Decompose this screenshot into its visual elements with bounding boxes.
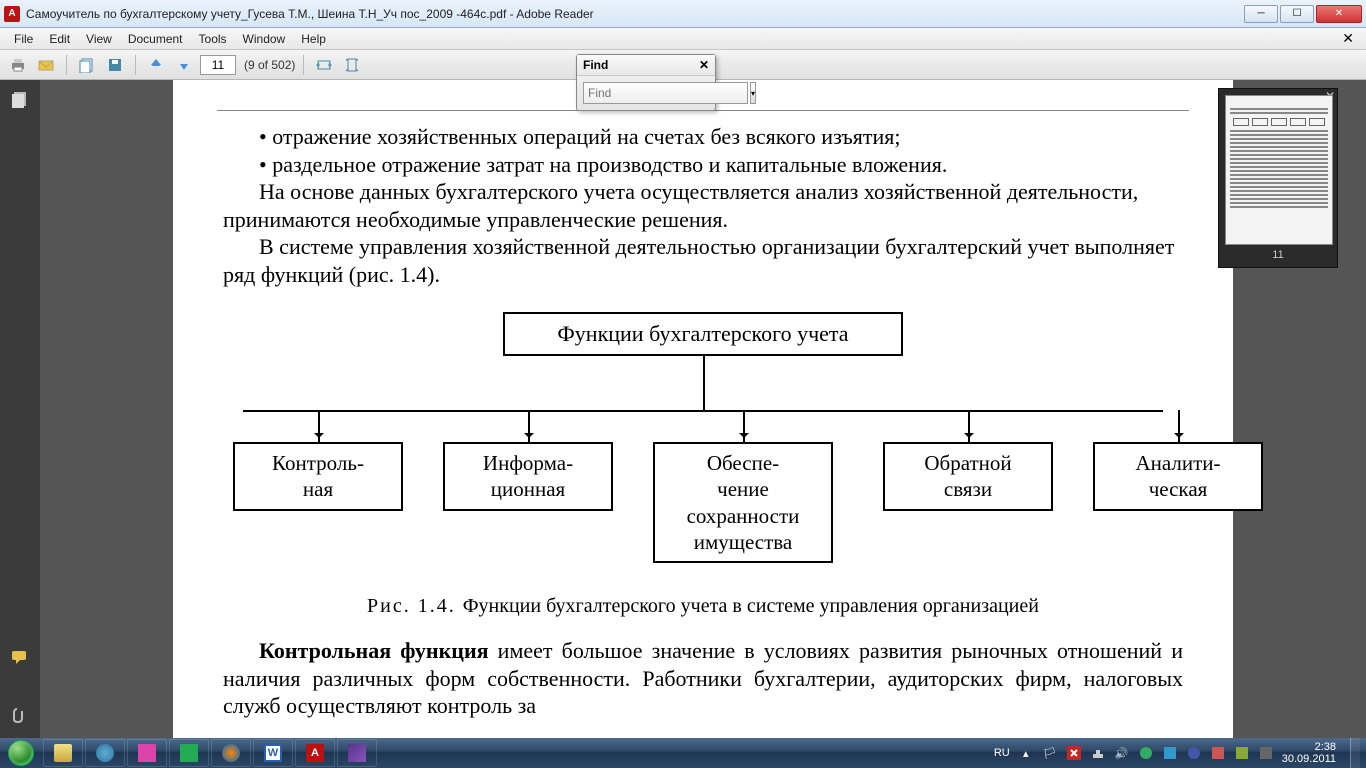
taskbar-mediaplayer-icon[interactable]	[211, 739, 251, 767]
menu-file[interactable]: File	[6, 30, 41, 48]
paragraph-2: В системе управления хозяйственной деяте…	[223, 233, 1183, 288]
taskbar-explorer-icon[interactable]	[43, 739, 83, 767]
taskbar-app-icon[interactable]	[127, 739, 167, 767]
paragraph-3: Контрольная функция имеет большое значен…	[223, 637, 1183, 720]
pages-panel-button[interactable]	[75, 53, 99, 77]
toolbar-separator	[303, 55, 304, 75]
paragraph-1: На основе данных бухгалтерского учета ос…	[223, 178, 1183, 233]
diagram-root-node: Функции бухгалтерского учета	[503, 312, 903, 356]
show-desktop-button[interactable]	[1350, 738, 1360, 768]
figure-caption: Рис. 1.4. Функции бухгалтерского учета в…	[223, 594, 1183, 619]
diagram-connector	[703, 356, 705, 410]
fit-width-button[interactable]	[312, 53, 336, 77]
clock-time: 2:38	[1282, 741, 1336, 753]
comments-icon[interactable]	[9, 646, 31, 668]
start-button[interactable]	[0, 738, 42, 768]
clock-date: 30.09.2011	[1282, 753, 1336, 765]
bullet-2: • раздельное отражение затрат на произво…	[259, 151, 1183, 179]
fit-page-button[interactable]	[340, 53, 364, 77]
menu-window[interactable]: Window	[235, 30, 294, 48]
diagram-functions: Функции бухгалтерского учета Контроль-на…	[223, 312, 1183, 582]
window-controls: ─ ☐ ✕	[1244, 5, 1362, 23]
diagram-child-4: Обратнойсвязи	[883, 442, 1053, 511]
diagram-arrow	[1178, 410, 1180, 442]
menubar: File Edit View Document Tools Window Hel…	[0, 28, 1366, 50]
menu-view[interactable]: View	[78, 30, 120, 48]
taskbar-app-icon[interactable]	[169, 739, 209, 767]
window-titlebar: A Самоучитель по бухгалтерскому учету_Гу…	[0, 0, 1366, 28]
document-viewport[interactable]: • отражение хозяйственных операций на сч…	[40, 80, 1366, 738]
taskbar-clock[interactable]: 2:38 30.09.2011	[1282, 741, 1336, 765]
tray-network-icon[interactable]	[1090, 745, 1106, 761]
close-button[interactable]: ✕	[1316, 5, 1362, 23]
tray-flag-icon[interactable]: 🏳	[1042, 745, 1058, 761]
attachments-icon[interactable]	[9, 704, 31, 726]
save-button[interactable]	[103, 53, 127, 77]
pdf-page: • отражение хозяйственных операций на сч…	[173, 80, 1233, 738]
next-page-button[interactable]	[172, 53, 196, 77]
thumbnail-page-number: 11	[1225, 249, 1331, 261]
minimize-button[interactable]: ─	[1244, 5, 1278, 23]
find-panel-header[interactable]: Find ✕	[577, 55, 715, 76]
toolbar-separator	[66, 55, 67, 75]
email-button[interactable]	[34, 53, 58, 77]
bullet-1: • отражение хозяйственных операций на сч…	[259, 123, 1183, 151]
adobe-reader-icon: A	[4, 6, 20, 22]
maximize-button[interactable]: ☐	[1280, 5, 1314, 23]
taskbar[interactable]: W A RU ▴ 🏳 🔊 2:38 30.09.2011	[0, 738, 1366, 768]
tray-antivirus-icon[interactable]	[1066, 745, 1082, 761]
diagram-arrow	[743, 410, 745, 442]
language-indicator[interactable]: RU	[994, 747, 1010, 759]
page-count-label: (9 of 502)	[244, 58, 295, 72]
taskbar-ie-icon[interactable]	[85, 739, 125, 767]
diagram-arrow	[968, 410, 970, 442]
close-document-button[interactable]: ✕	[1336, 30, 1360, 47]
diagram-child-1: Контроль-ная	[233, 442, 403, 511]
find-input[interactable]	[583, 82, 748, 104]
diagram-child-5: Аналити-ческая	[1093, 442, 1263, 511]
tray-up-icon[interactable]: ▴	[1018, 745, 1034, 761]
tray-icon[interactable]	[1234, 745, 1250, 761]
diagram-arrow	[528, 410, 530, 442]
menu-tools[interactable]: Tools	[191, 30, 235, 48]
window-title: Самоучитель по бухгалтерскому учету_Гусе…	[26, 7, 1244, 21]
tray-icon[interactable]	[1258, 745, 1274, 761]
menu-document[interactable]: Document	[120, 30, 191, 48]
tray-volume-icon[interactable]: 🔊	[1114, 745, 1130, 761]
taskbar-word-icon[interactable]: W	[253, 739, 293, 767]
toolbar-separator	[135, 55, 136, 75]
find-panel[interactable]: Find ✕ ▾	[576, 54, 716, 111]
navigation-panel	[0, 80, 40, 738]
system-tray: RU ▴ 🏳 🔊 2:38 30.09.2011	[994, 738, 1366, 768]
diagram-arrow	[318, 410, 320, 442]
taskbar-app-icon[interactable]	[337, 739, 377, 767]
diagram-child-3: Обеспе-чениесохранностиимущества	[653, 442, 833, 563]
tray-icon[interactable]	[1210, 745, 1226, 761]
diagram-hline	[243, 410, 1163, 412]
diagram-child-2: Информа-ционная	[443, 442, 613, 511]
taskbar-adobe-icon[interactable]: A	[295, 739, 335, 767]
page-number-input[interactable]	[200, 55, 236, 75]
prev-page-button[interactable]	[144, 53, 168, 77]
find-options-dropdown[interactable]: ▾	[750, 82, 756, 104]
thumbnail-image[interactable]	[1225, 95, 1333, 245]
find-title: Find	[583, 58, 608, 72]
tray-icon[interactable]	[1138, 745, 1154, 761]
menu-edit[interactable]: Edit	[41, 30, 78, 48]
tray-icon[interactable]	[1162, 745, 1178, 761]
find-close-button[interactable]: ✕	[699, 58, 709, 72]
page-thumbnail-popup[interactable]: ✕ 11	[1218, 88, 1338, 268]
pages-thumbnails-icon[interactable]	[9, 88, 31, 110]
print-button[interactable]	[6, 53, 30, 77]
menu-help[interactable]: Help	[293, 30, 334, 48]
tray-icon[interactable]	[1186, 745, 1202, 761]
